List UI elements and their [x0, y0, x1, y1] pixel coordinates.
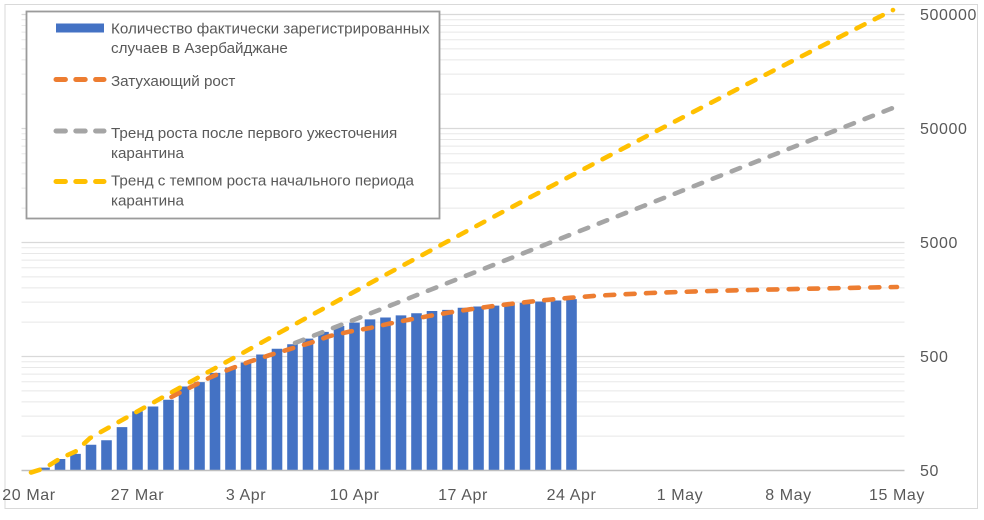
svg-text:карантина: карантина: [111, 145, 185, 162]
svg-text:500000: 500000: [920, 7, 977, 24]
svg-text:17 Apr: 17 Apr: [438, 487, 488, 504]
svg-text:Количество фактически зарегист: Количество фактически зарегистрированных: [111, 20, 430, 37]
svg-text:5000: 5000: [920, 235, 958, 252]
svg-text:50000: 50000: [920, 121, 968, 138]
svg-text:10 Apr: 10 Apr: [330, 487, 380, 504]
svg-text:27 Mar: 27 Mar: [111, 487, 164, 504]
svg-text:Затухающий рост: Затухающий рост: [111, 73, 235, 90]
svg-text:Тренд роста после первого ужес: Тренд роста после первого ужесточения: [111, 125, 397, 142]
svg-text:20 Mar: 20 Mar: [2, 487, 55, 504]
svg-text:24 Apr: 24 Apr: [547, 487, 597, 504]
svg-text:500: 500: [920, 349, 949, 366]
svg-text:8 May: 8 May: [765, 487, 812, 504]
svg-text:карантина: карантина: [111, 192, 185, 209]
svg-text:50: 50: [920, 463, 939, 480]
svg-text:Тренд с темпом роста начальног: Тренд с темпом роста начального периода: [111, 172, 414, 189]
svg-text:случаев в Азербайджане: случаев в Азербайджане: [111, 40, 288, 57]
svg-text:15 May: 15 May: [869, 487, 925, 504]
svg-text:1 May: 1 May: [657, 487, 704, 504]
svg-text:3 Apr: 3 Apr: [226, 487, 266, 504]
